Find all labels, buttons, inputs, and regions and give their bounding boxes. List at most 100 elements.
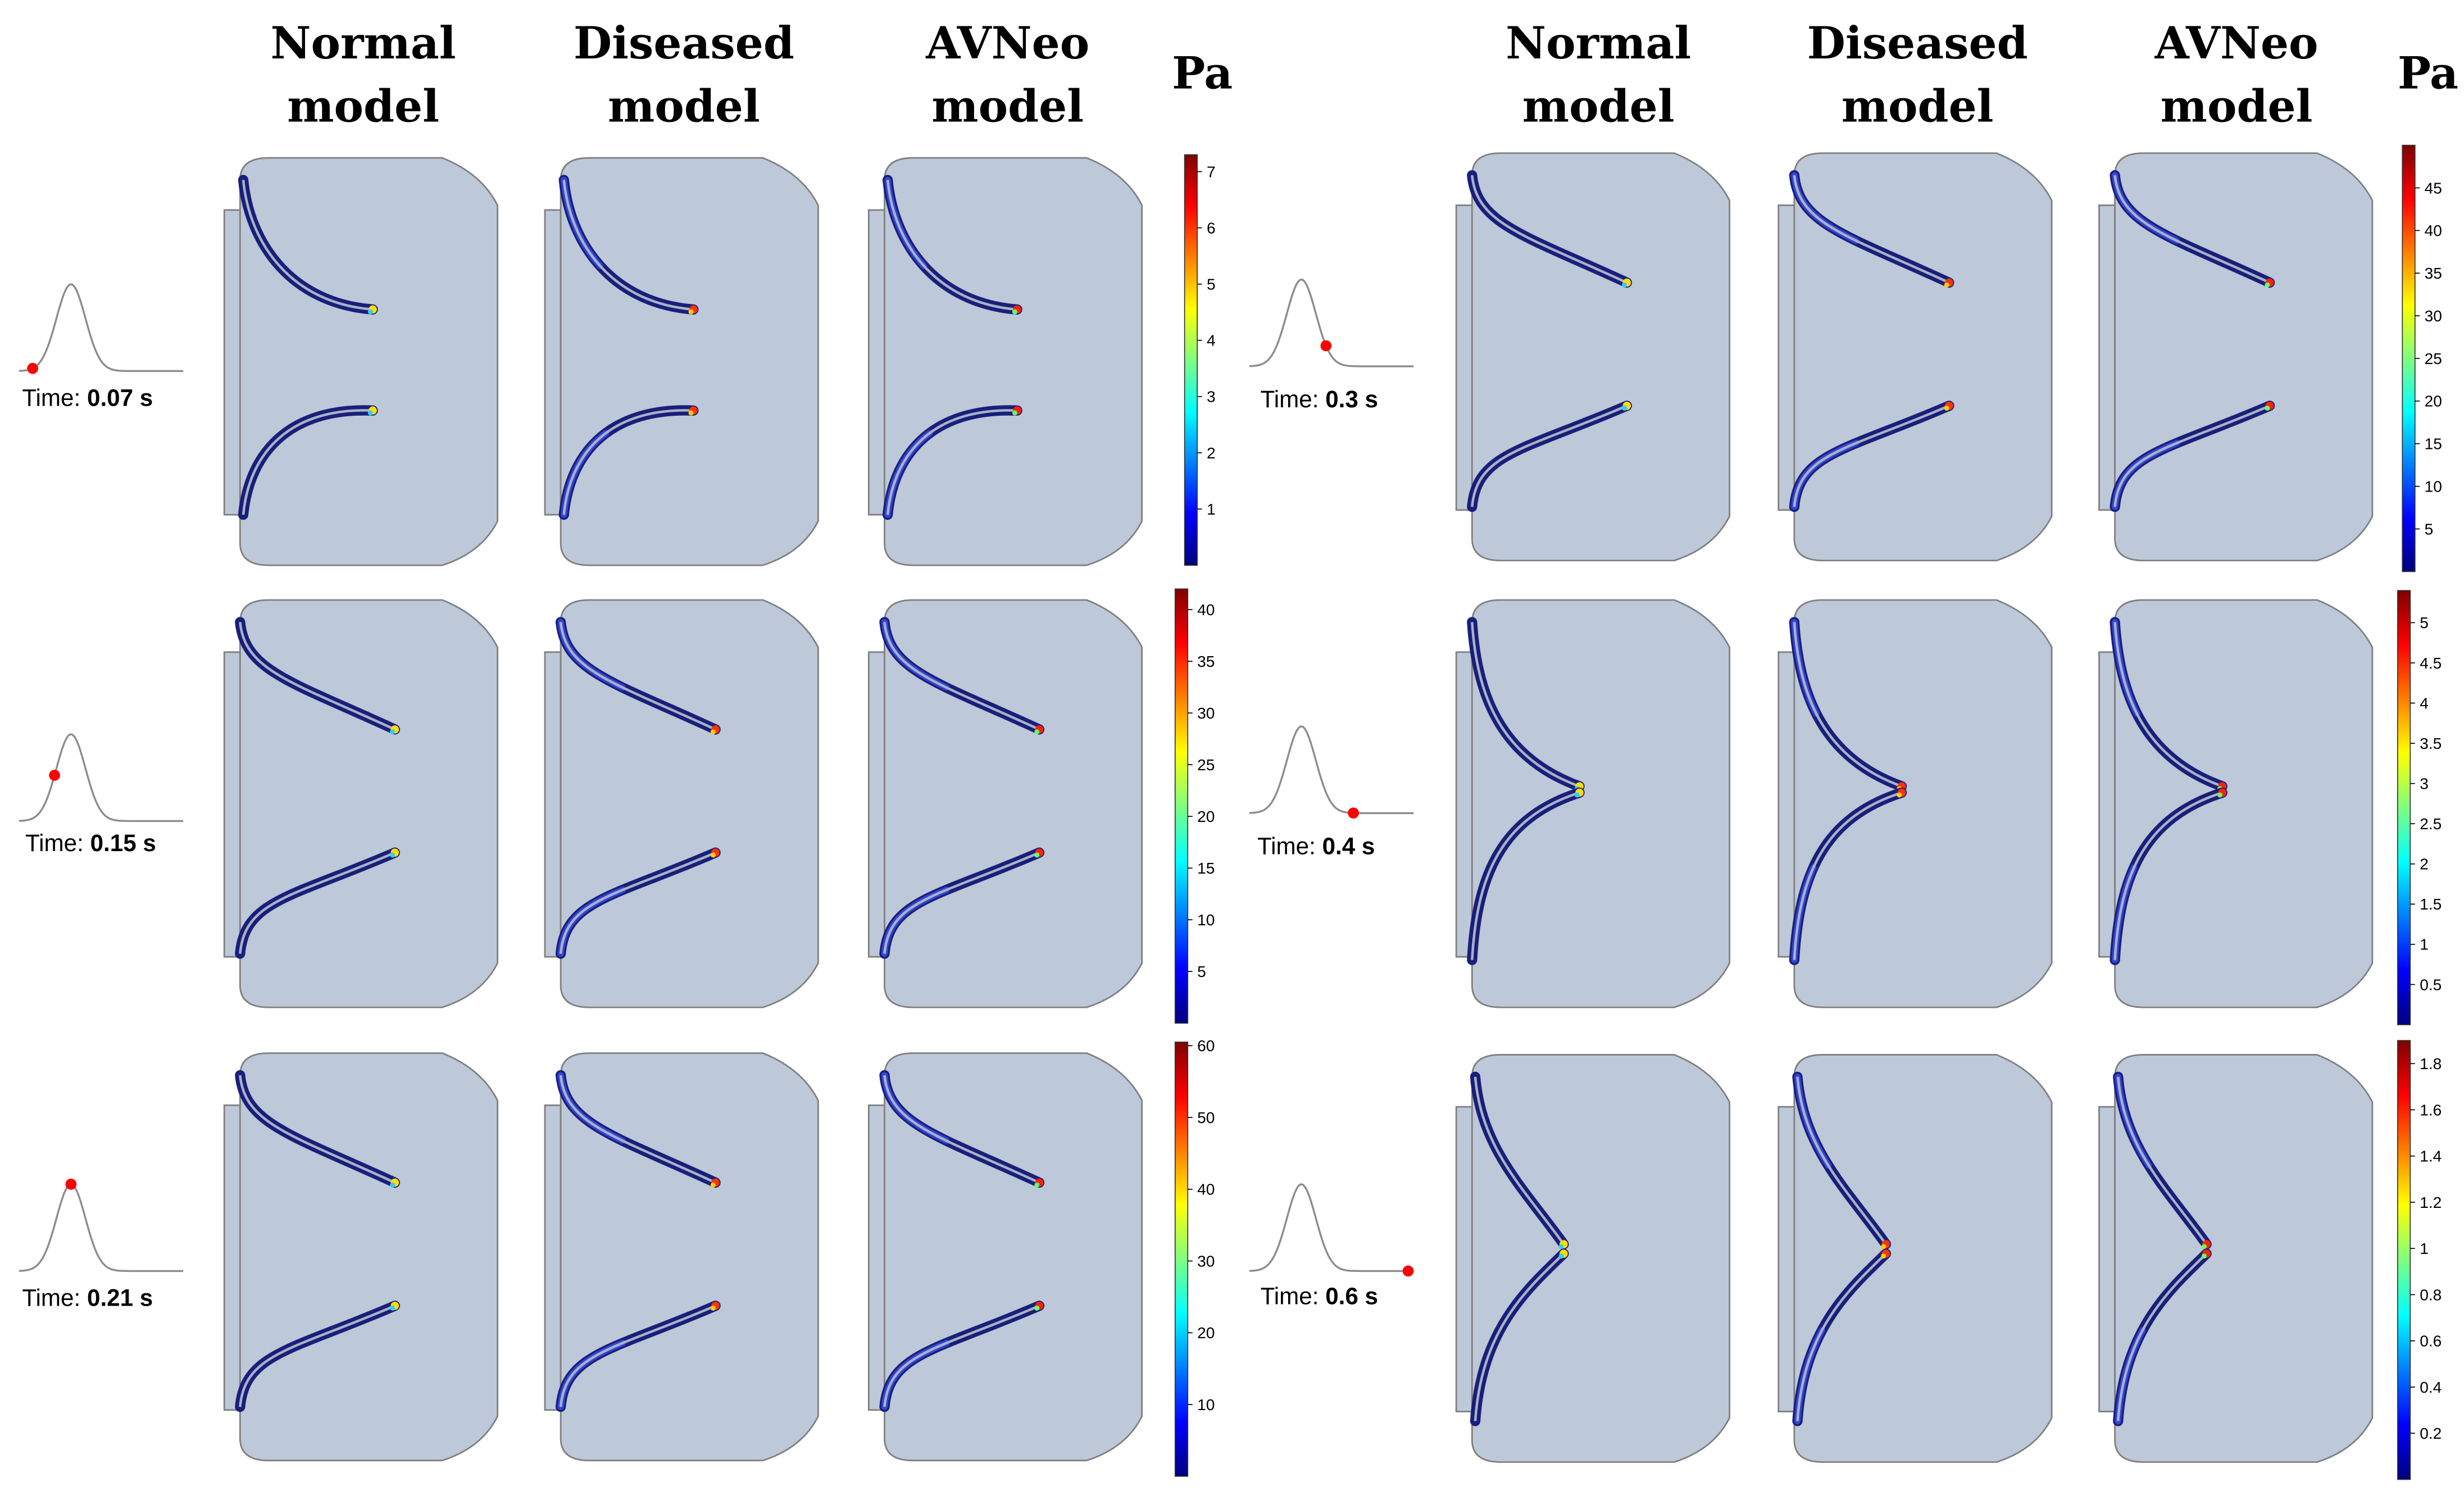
inlet-lip xyxy=(2098,651,2116,958)
pulse-line xyxy=(1249,725,1414,815)
colorbar-tick-label: 50 xyxy=(1197,1109,1215,1126)
chamber-body xyxy=(1793,152,2053,562)
unit-label-left: Pa xyxy=(1172,47,1233,100)
colorbar-gradient xyxy=(1174,588,1189,1024)
colorbar-tick-label: 30 xyxy=(1197,1252,1215,1270)
header-avneo-left: AVNeo model xyxy=(866,12,1150,139)
time-value: 0.3 s xyxy=(1325,387,1379,414)
leaflet-tip-cool xyxy=(710,729,716,735)
header-line2: model xyxy=(287,80,440,133)
valve-panel-diseased-t04 xyxy=(1777,599,2053,1008)
leaflet-tip-cool xyxy=(390,1182,395,1188)
colorbar-tick-label: 1 xyxy=(2420,936,2429,953)
valve-panel-diseased-t021 xyxy=(544,1052,819,1462)
leaflet-top xyxy=(882,175,1022,315)
colorbar-tick-label: 4.5 xyxy=(2420,654,2442,672)
leaflet-top xyxy=(558,175,699,315)
colorbar-tick-label: 10 xyxy=(1197,911,1215,929)
leaflet-top xyxy=(879,1070,1045,1188)
leaflet-bot xyxy=(1467,401,1632,512)
leaflet-bot xyxy=(558,405,699,520)
colorbar-t015: 5 10 15 20 25 30 35 40 xyxy=(1174,588,1215,1024)
colorbar-tick-label: 5 xyxy=(2420,614,2429,631)
pulse-line xyxy=(19,733,184,822)
time-marker xyxy=(1402,1265,1414,1277)
pulse-line xyxy=(1249,1183,1414,1272)
leaflet-bot xyxy=(235,1301,401,1412)
colorbar-tick-label: 40 xyxy=(1197,601,1215,619)
time-label-row-3: Time: 0.21 s xyxy=(22,1285,153,1312)
leaflet-core xyxy=(2116,1076,2208,1245)
inlet-lip xyxy=(1455,651,1473,958)
valve-panel-diseased-t03 xyxy=(1777,152,2053,562)
colorbar-tick-label: 2 xyxy=(2420,856,2429,873)
time-label-row-5: Time: 0.4 s xyxy=(1257,834,1375,861)
colorbar-tick-label: 1.6 xyxy=(2420,1101,2442,1119)
time-value: 0.4 s xyxy=(1322,833,1375,861)
leaflet-top xyxy=(238,175,378,315)
time-value: 0.15 s xyxy=(90,830,156,858)
colorbar-tick-label: 40 xyxy=(2425,222,2442,239)
leaflet-core xyxy=(1471,404,1627,507)
leaflet-bot xyxy=(879,847,1045,959)
header-line2: model xyxy=(2160,80,2313,133)
leaflet-top xyxy=(1789,170,1954,288)
inlet-lip xyxy=(544,209,562,516)
time-value: 0.07 s xyxy=(87,385,153,412)
leaflet-tip-cool xyxy=(1574,792,1580,798)
leaflet-tip-cool xyxy=(1944,406,1949,411)
leaflet-core xyxy=(883,851,1040,954)
leaflet-tip-cool xyxy=(1034,852,1040,858)
leaflet-core xyxy=(886,409,1017,515)
leaflet-tip-cool xyxy=(2217,792,2223,798)
leaflet-core xyxy=(883,622,1040,731)
leaflet-top xyxy=(2110,170,2275,288)
chamber-body xyxy=(884,157,1143,566)
colorbar-t04: 0.5 1 1.5 2 2.5 3 3.5 4 4.5 5 xyxy=(2397,590,2442,1025)
header-diseased-right: Diseased model xyxy=(1775,12,2060,139)
leaflet-core xyxy=(559,1075,716,1184)
colorbar-gradient xyxy=(2397,1040,2411,1480)
colorbar-tick-label: 0.2 xyxy=(2420,1425,2442,1442)
leaflet-tip-cool xyxy=(1558,1244,1564,1249)
colorbar-tick-label: 1.5 xyxy=(2420,896,2442,913)
valve-panel-avneo-t04 xyxy=(2098,599,2374,1008)
colorbar-gradient xyxy=(2397,590,2411,1025)
colorbar-t03: 5 10 15 20 25 30 35 40 45 xyxy=(2402,144,2442,572)
header-line2: model xyxy=(1522,80,1675,133)
leaflet-bot xyxy=(555,847,721,959)
chamber-body xyxy=(560,157,819,566)
colorbar-tick-label: 3.5 xyxy=(2420,735,2442,752)
leaflet-core xyxy=(559,1304,716,1407)
leaflet-tip-cool xyxy=(2201,1244,2207,1249)
colorbar-gradient xyxy=(1174,1042,1189,1477)
leaflet-tip-cool xyxy=(1881,1253,1886,1259)
chamber-body xyxy=(1471,152,1730,562)
leaflet-top xyxy=(1792,1071,1892,1249)
inlet-lip xyxy=(223,209,241,516)
time-label-row-2: Time: 0.15 s xyxy=(25,830,156,857)
time-marker xyxy=(1348,807,1359,819)
colorbar-tick-label: 45 xyxy=(2425,179,2442,197)
inlet-lip xyxy=(867,209,885,516)
colorbar-tick-label: 35 xyxy=(1197,653,1215,670)
time-marker xyxy=(49,770,60,781)
inlet-lip xyxy=(2098,204,2116,511)
leaflet-core xyxy=(559,622,716,731)
colorbar-tick-label: 25 xyxy=(2425,350,2442,367)
header-line2: model xyxy=(607,80,760,133)
leaflet-core xyxy=(1793,791,1902,960)
inlet-lip xyxy=(223,651,241,958)
leaflet-core xyxy=(1796,1076,1887,1245)
leaflet-top xyxy=(235,1070,401,1188)
leaflet-bot xyxy=(1470,1248,1569,1426)
colorbar-tick-label: 0.6 xyxy=(2420,1333,2442,1350)
colorbar-tick-label: 15 xyxy=(2425,435,2442,453)
colorbar-tick-label: 0.8 xyxy=(2420,1286,2442,1303)
colorbar-tick-label: 35 xyxy=(2425,265,2442,282)
chamber-body xyxy=(2114,152,2374,562)
leaflet-core xyxy=(2113,622,2223,788)
leaflet-tip-cool xyxy=(688,309,694,315)
leaflet-tip-cool xyxy=(1944,282,1949,288)
